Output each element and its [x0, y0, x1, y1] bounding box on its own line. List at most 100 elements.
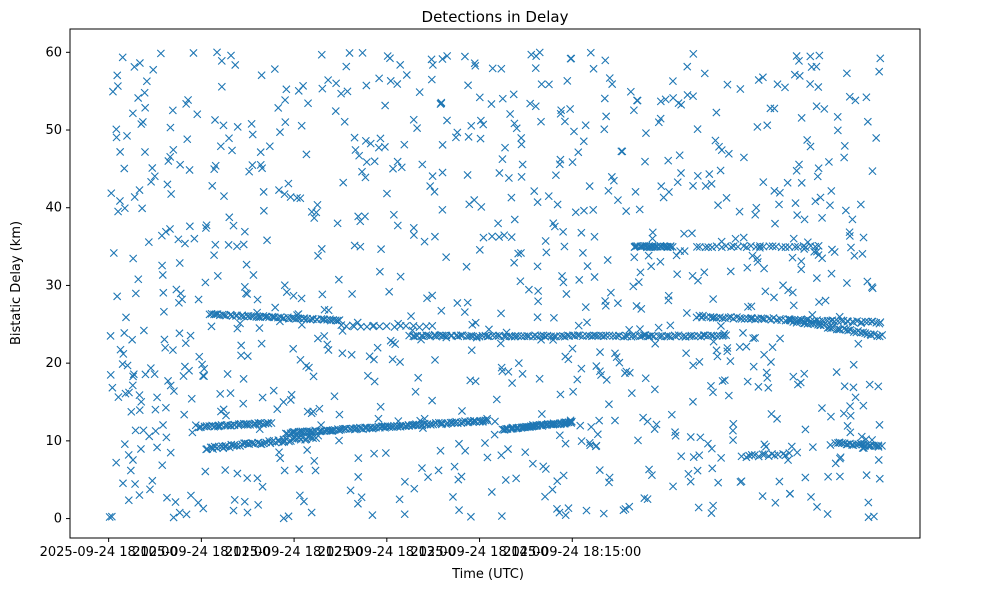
scatter-point — [751, 333, 760, 342]
scatter-point — [689, 453, 698, 462]
scatter-point — [130, 62, 139, 71]
scatter-point — [609, 176, 618, 185]
scatter-point — [851, 440, 860, 449]
scatter-point — [487, 487, 496, 496]
scatter-point — [437, 306, 446, 315]
scatter-point — [424, 331, 433, 340]
scatter-point — [674, 99, 683, 108]
scatter-point — [650, 385, 659, 394]
scatter-point — [531, 64, 540, 73]
scatter-point — [448, 492, 457, 501]
scatter-point — [760, 450, 769, 459]
scatter-point — [497, 512, 506, 521]
scatter-point — [284, 512, 293, 521]
scatter-point — [634, 436, 642, 445]
scatter-point — [668, 77, 677, 86]
scatter-point — [267, 419, 276, 427]
scatter-point — [869, 512, 878, 521]
scatter-point — [630, 253, 639, 262]
scatter-point — [438, 205, 447, 214]
scatter-point — [161, 227, 170, 236]
scatter-point — [361, 173, 370, 182]
scatter-point — [265, 142, 274, 151]
x-tick-label: 2025-09-24 18:11:00 — [132, 545, 270, 560]
scatter-point — [758, 492, 767, 501]
scatter-point — [648, 228, 657, 237]
scatter-point — [848, 215, 857, 224]
scatter-point — [849, 441, 858, 450]
scatter-point — [700, 268, 709, 277]
scatter-point — [166, 381, 175, 390]
scatter-point — [516, 277, 525, 286]
scatter-point — [760, 264, 769, 273]
scatter-point — [835, 472, 844, 481]
scatter-point — [200, 372, 208, 381]
scatter-point — [233, 469, 242, 478]
scatter-point — [597, 371, 606, 380]
scatter-point — [354, 472, 363, 481]
scatter-point — [492, 332, 501, 340]
scatter-point — [358, 167, 366, 176]
scatter-point — [139, 426, 148, 435]
scatter-point — [758, 450, 767, 459]
scatter-point — [811, 197, 820, 206]
scatter-point — [821, 296, 830, 305]
scatter-point — [442, 253, 451, 262]
scatter-point — [722, 193, 731, 202]
scatter-point — [487, 100, 496, 109]
scatter-point — [269, 386, 278, 395]
scatter-point — [595, 466, 604, 475]
scatter-point — [571, 208, 580, 217]
scatter-point — [337, 89, 346, 98]
scatter-point — [497, 309, 506, 318]
scatter-point — [514, 359, 523, 368]
scatter-point — [840, 153, 849, 162]
scatter-point — [479, 120, 488, 129]
scatter-point — [781, 451, 790, 460]
scatter-point — [559, 278, 568, 287]
scatter-point — [549, 332, 558, 341]
scatter-point — [227, 51, 235, 60]
scatter-point — [553, 477, 562, 486]
scatter-point — [743, 263, 752, 272]
scatter-point — [563, 76, 572, 85]
y-tick-label: 20 — [45, 356, 62, 371]
scatter-point — [539, 462, 548, 471]
scatter-point — [625, 325, 634, 334]
scatter-point — [560, 117, 569, 126]
scatter-point — [217, 56, 226, 65]
scatter-point — [236, 319, 245, 328]
scatter-point — [188, 428, 197, 437]
scatter-point — [370, 377, 379, 386]
scatter-point — [219, 405, 228, 414]
scatter-point — [826, 440, 835, 449]
scatter-point — [566, 105, 575, 114]
scatter-point — [140, 88, 149, 97]
scatter-point — [599, 509, 608, 518]
scatter-point — [428, 172, 437, 181]
scatter-point — [127, 407, 136, 416]
scatter-point — [861, 317, 870, 326]
scatter-point — [521, 448, 530, 457]
scatter-point — [189, 48, 198, 57]
scatter-point — [400, 510, 409, 519]
scatter-point — [846, 243, 855, 252]
scatter-point — [338, 349, 347, 358]
scatter-point — [342, 322, 351, 331]
scatter-point — [871, 441, 880, 450]
y-tick-label: 50 — [45, 123, 62, 138]
scatter-point — [586, 48, 595, 57]
scatter-point — [350, 241, 359, 250]
scatter-point — [607, 172, 616, 181]
scatter-point — [366, 139, 375, 148]
scatter-point — [606, 288, 615, 297]
scatter-point — [150, 172, 159, 181]
scatter-point — [122, 313, 130, 322]
scatter-point — [828, 323, 837, 332]
scatter-point — [466, 512, 475, 521]
scatter-point — [605, 74, 614, 83]
scatter-point — [284, 179, 293, 188]
scatter-point — [841, 206, 850, 215]
scatter-point — [350, 133, 359, 142]
scatter-point — [285, 437, 294, 446]
